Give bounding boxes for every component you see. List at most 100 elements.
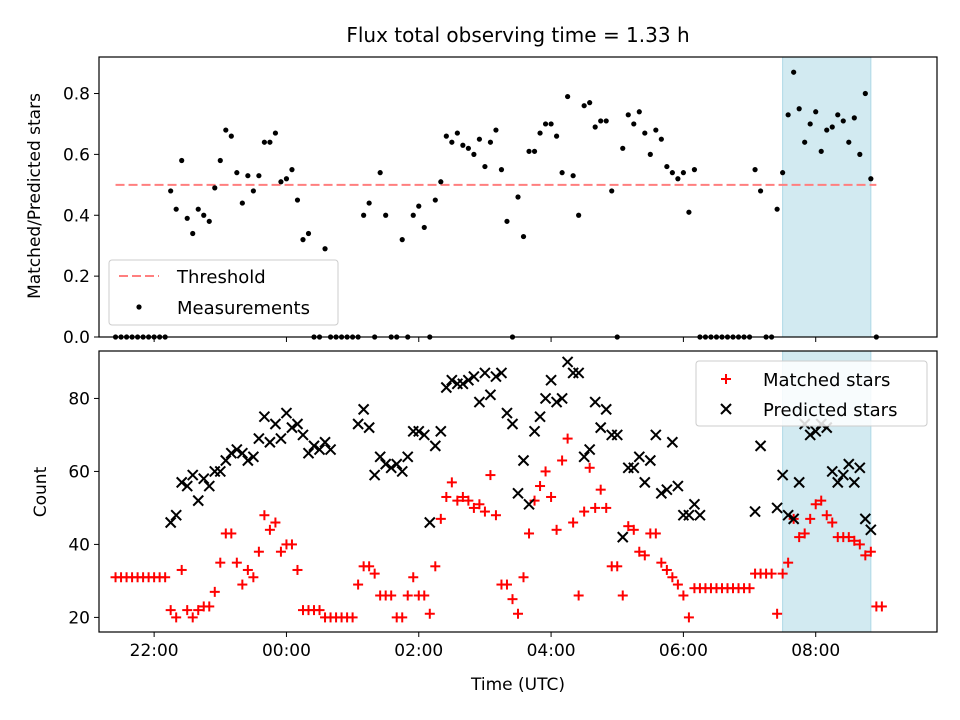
matched-star-point (529, 495, 540, 506)
measurement-point (471, 151, 477, 157)
measurement-point (559, 170, 565, 176)
measurement-point (796, 106, 802, 112)
matched-star-point (424, 608, 435, 619)
measurement-point (289, 167, 295, 173)
measurement-point (278, 179, 284, 185)
predicted-star-mark (198, 473, 210, 485)
predicted-star-point (175, 476, 188, 489)
measurement-point (366, 200, 372, 206)
matched-star-point (805, 513, 816, 524)
predicted-star-point (501, 407, 513, 419)
predicted-star-point (545, 374, 557, 386)
predicted-star-point (286, 421, 298, 434)
predicted-star-point (843, 458, 855, 470)
predicted-star-mark (264, 436, 276, 448)
predicted-star-point (181, 480, 193, 492)
predicted-star-mark (187, 469, 199, 481)
predicted-star-mark (242, 454, 254, 467)
predicted-star-mark (683, 509, 695, 521)
predicted-star-mark (357, 403, 370, 416)
predicted-star-mark (164, 516, 177, 529)
matched-star-point (794, 532, 805, 543)
y-tick-label: 0.6 (63, 145, 90, 165)
predicted-star-point (556, 392, 568, 405)
matched-star-point (876, 601, 887, 612)
predicted-star-mark (859, 513, 872, 525)
matched-star-point (860, 550, 871, 561)
x-tick-label: 08:00 (791, 641, 840, 661)
matched-star-point (226, 528, 237, 539)
highlight-span (782, 56, 872, 338)
measurement-point (201, 212, 207, 218)
measurement-point (168, 188, 174, 194)
predicted-star-point (313, 443, 326, 456)
predicted-star-mark (572, 367, 585, 379)
y-tick-label: 20 (68, 608, 90, 628)
predicted-star-mark (694, 509, 706, 521)
measurement-point (691, 167, 698, 173)
matched-star-point (231, 557, 242, 568)
predicted-star-point (617, 531, 629, 543)
predicted-star-point (363, 421, 375, 434)
predicted-star-point (368, 469, 381, 481)
legend-measurement-marker (136, 304, 142, 310)
matched-star-point (843, 532, 854, 543)
predicted-star-mark (506, 418, 519, 430)
predicted-star-point (468, 370, 480, 383)
predicted-star-mark (429, 440, 442, 452)
predicted-star-mark (561, 356, 574, 368)
matched-star-point (441, 491, 452, 502)
matched-star-point (386, 590, 397, 601)
predicted-star-point (308, 440, 320, 452)
predicted-star-mark (363, 421, 375, 434)
predicted-star-point (854, 462, 866, 474)
predicted-star-point (446, 374, 458, 386)
matched-star-point (176, 564, 187, 575)
predicted-star-point (220, 454, 232, 467)
predicted-star-mark (280, 407, 293, 419)
predicted-star-point (754, 440, 767, 452)
measurement-point (686, 209, 692, 215)
predicted-star-point (749, 505, 761, 518)
measurement-point (283, 176, 290, 182)
measurement-point (840, 118, 846, 124)
predicted-star-mark (782, 509, 794, 521)
matched-star-point (248, 572, 259, 583)
measurement-point (669, 170, 675, 176)
matched-star-point (490, 510, 501, 521)
matched-star-point (810, 499, 821, 510)
predicted-star-mark (297, 429, 309, 441)
predicted-star-point (319, 436, 331, 448)
matched-star-point (783, 557, 794, 568)
matched-star-point (650, 528, 661, 539)
matched-star-point (237, 579, 248, 590)
matched-star-point (485, 470, 496, 481)
predicted-star-point (253, 432, 265, 445)
predicted-star-point (280, 407, 293, 419)
predicted-star-point (385, 462, 397, 474)
predicted-star-point (771, 502, 783, 514)
predicted-star-point (457, 378, 469, 390)
matched-star-point (799, 528, 810, 539)
legend-label-threshold: Threshold (176, 267, 266, 288)
predicted-star-point (479, 367, 491, 379)
predicted-star-mark (302, 447, 315, 459)
measurement-point (184, 215, 190, 221)
predicted-star-mark (269, 418, 282, 430)
predicted-star-mark (220, 454, 232, 467)
measurement-point (598, 118, 604, 124)
measurement-point (570, 173, 576, 179)
predicted-star-point (628, 462, 640, 474)
measurement-point (680, 170, 686, 176)
predicted-star-point (672, 480, 684, 492)
predicted-star-mark (457, 378, 469, 390)
matched-star-point (419, 590, 430, 601)
predicted-star-mark (787, 513, 800, 525)
legend-predicted-marker (720, 403, 732, 415)
predicted-star-point (214, 465, 226, 478)
measurement-point (438, 179, 444, 185)
measurement-point (443, 133, 449, 139)
predicted-star-point (644, 454, 657, 467)
x-tick-label: 06:00 (659, 641, 708, 661)
matched-star-point (816, 495, 827, 506)
